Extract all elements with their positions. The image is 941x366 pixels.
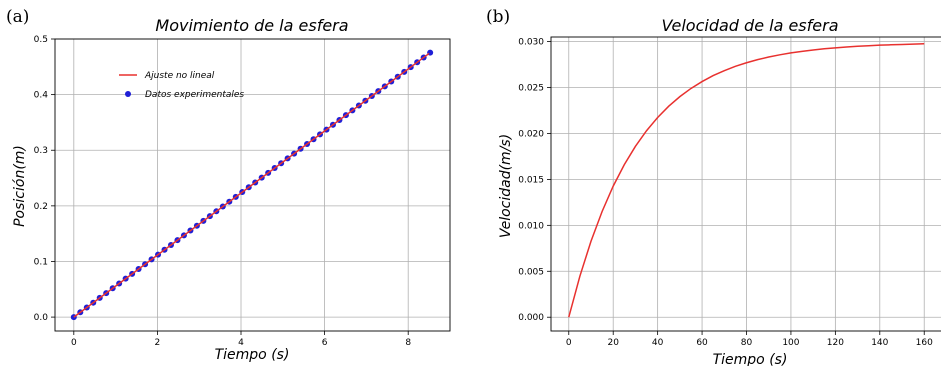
plot-frame <box>550 36 941 332</box>
plot-frame <box>54 38 451 332</box>
y-tick-label: 0.025 <box>518 84 544 94</box>
y-axis-label: Velocidad(m/s) <box>498 134 514 238</box>
x-tick-label: 60 <box>696 338 708 348</box>
y-tick-label: 0.5 <box>34 35 48 45</box>
x-axis-ticks: 0 2 4 6 8 <box>71 331 411 348</box>
series-line <box>73 52 430 318</box>
x-axis-label: Tiempo (s) <box>713 352 788 366</box>
y-tick-label: 0.005 <box>518 267 544 277</box>
x-tick-label: 0 <box>566 338 572 348</box>
y-tick-label: 0.4 <box>34 91 49 101</box>
panel-letter-b: (b) <box>486 7 510 27</box>
y-tick-label: 0.020 <box>518 129 544 139</box>
x-tick-label: 0 <box>71 338 77 348</box>
x-axis-ticks: 0 20 40 60 80 100 120 140 160 <box>566 331 933 348</box>
chart-panel-position: (a) Movimiento de la esfera 0 2 4 6 8 0.0 0.1… <box>6 7 451 363</box>
y-tick-label: 0.0 <box>34 313 49 323</box>
series-line <box>568 43 925 318</box>
x-tick-label: 100 <box>782 338 799 348</box>
legend-label-fit: Ajuste no lineal <box>144 71 215 81</box>
y-tick-label: 0.015 <box>518 175 544 185</box>
gridlines <box>551 37 941 331</box>
x-tick-label: 80 <box>741 338 753 348</box>
y-tick-label: 0.1 <box>34 257 48 267</box>
x-tick-label: 4 <box>238 338 244 348</box>
y-tick-label: 0.3 <box>34 146 48 156</box>
x-tick-label: 2 <box>155 338 161 348</box>
plot-series <box>568 43 925 318</box>
x-tick-label: 8 <box>405 338 411 348</box>
chart-title: Movimiento de la esfera <box>155 16 348 35</box>
chart-title: Velocidad de la esfera <box>662 16 839 35</box>
legend-label-data: Datos experimentales <box>145 90 244 100</box>
y-tick-label: 0.000 <box>518 313 544 323</box>
y-axis-ticks: 0.0 0.1 0.2 0.3 0.4 0.5 <box>34 35 55 323</box>
x-tick-label: 140 <box>871 338 888 348</box>
chart-panel-velocity: (b) Velocidad de la esfera 0 20 40 60 80 100 1… <box>486 7 941 366</box>
x-tick-label: 6 <box>322 338 328 348</box>
x-tick-label: 40 <box>652 338 664 348</box>
x-tick-label: 20 <box>607 338 619 348</box>
y-tick-label: 0.2 <box>34 202 48 212</box>
y-tick-label: 0.010 <box>518 221 544 231</box>
y-axis-ticks: 0.000 0.005 0.010 0.015 0.020 0.025 0.030 <box>518 38 551 323</box>
y-tick-label: 0.030 <box>518 38 544 48</box>
panel-letter-a: (a) <box>6 7 29 27</box>
plot-series <box>70 49 434 321</box>
x-tick-label: 160 <box>916 338 933 348</box>
y-axis-label: Posición(m) <box>12 145 28 227</box>
x-tick-label: 120 <box>827 338 844 348</box>
x-axis-label: Tiempo (s) <box>215 347 290 363</box>
legend: Ajuste no lineal Datos experimentales <box>119 71 244 100</box>
legend-marker-swatch <box>125 91 131 97</box>
